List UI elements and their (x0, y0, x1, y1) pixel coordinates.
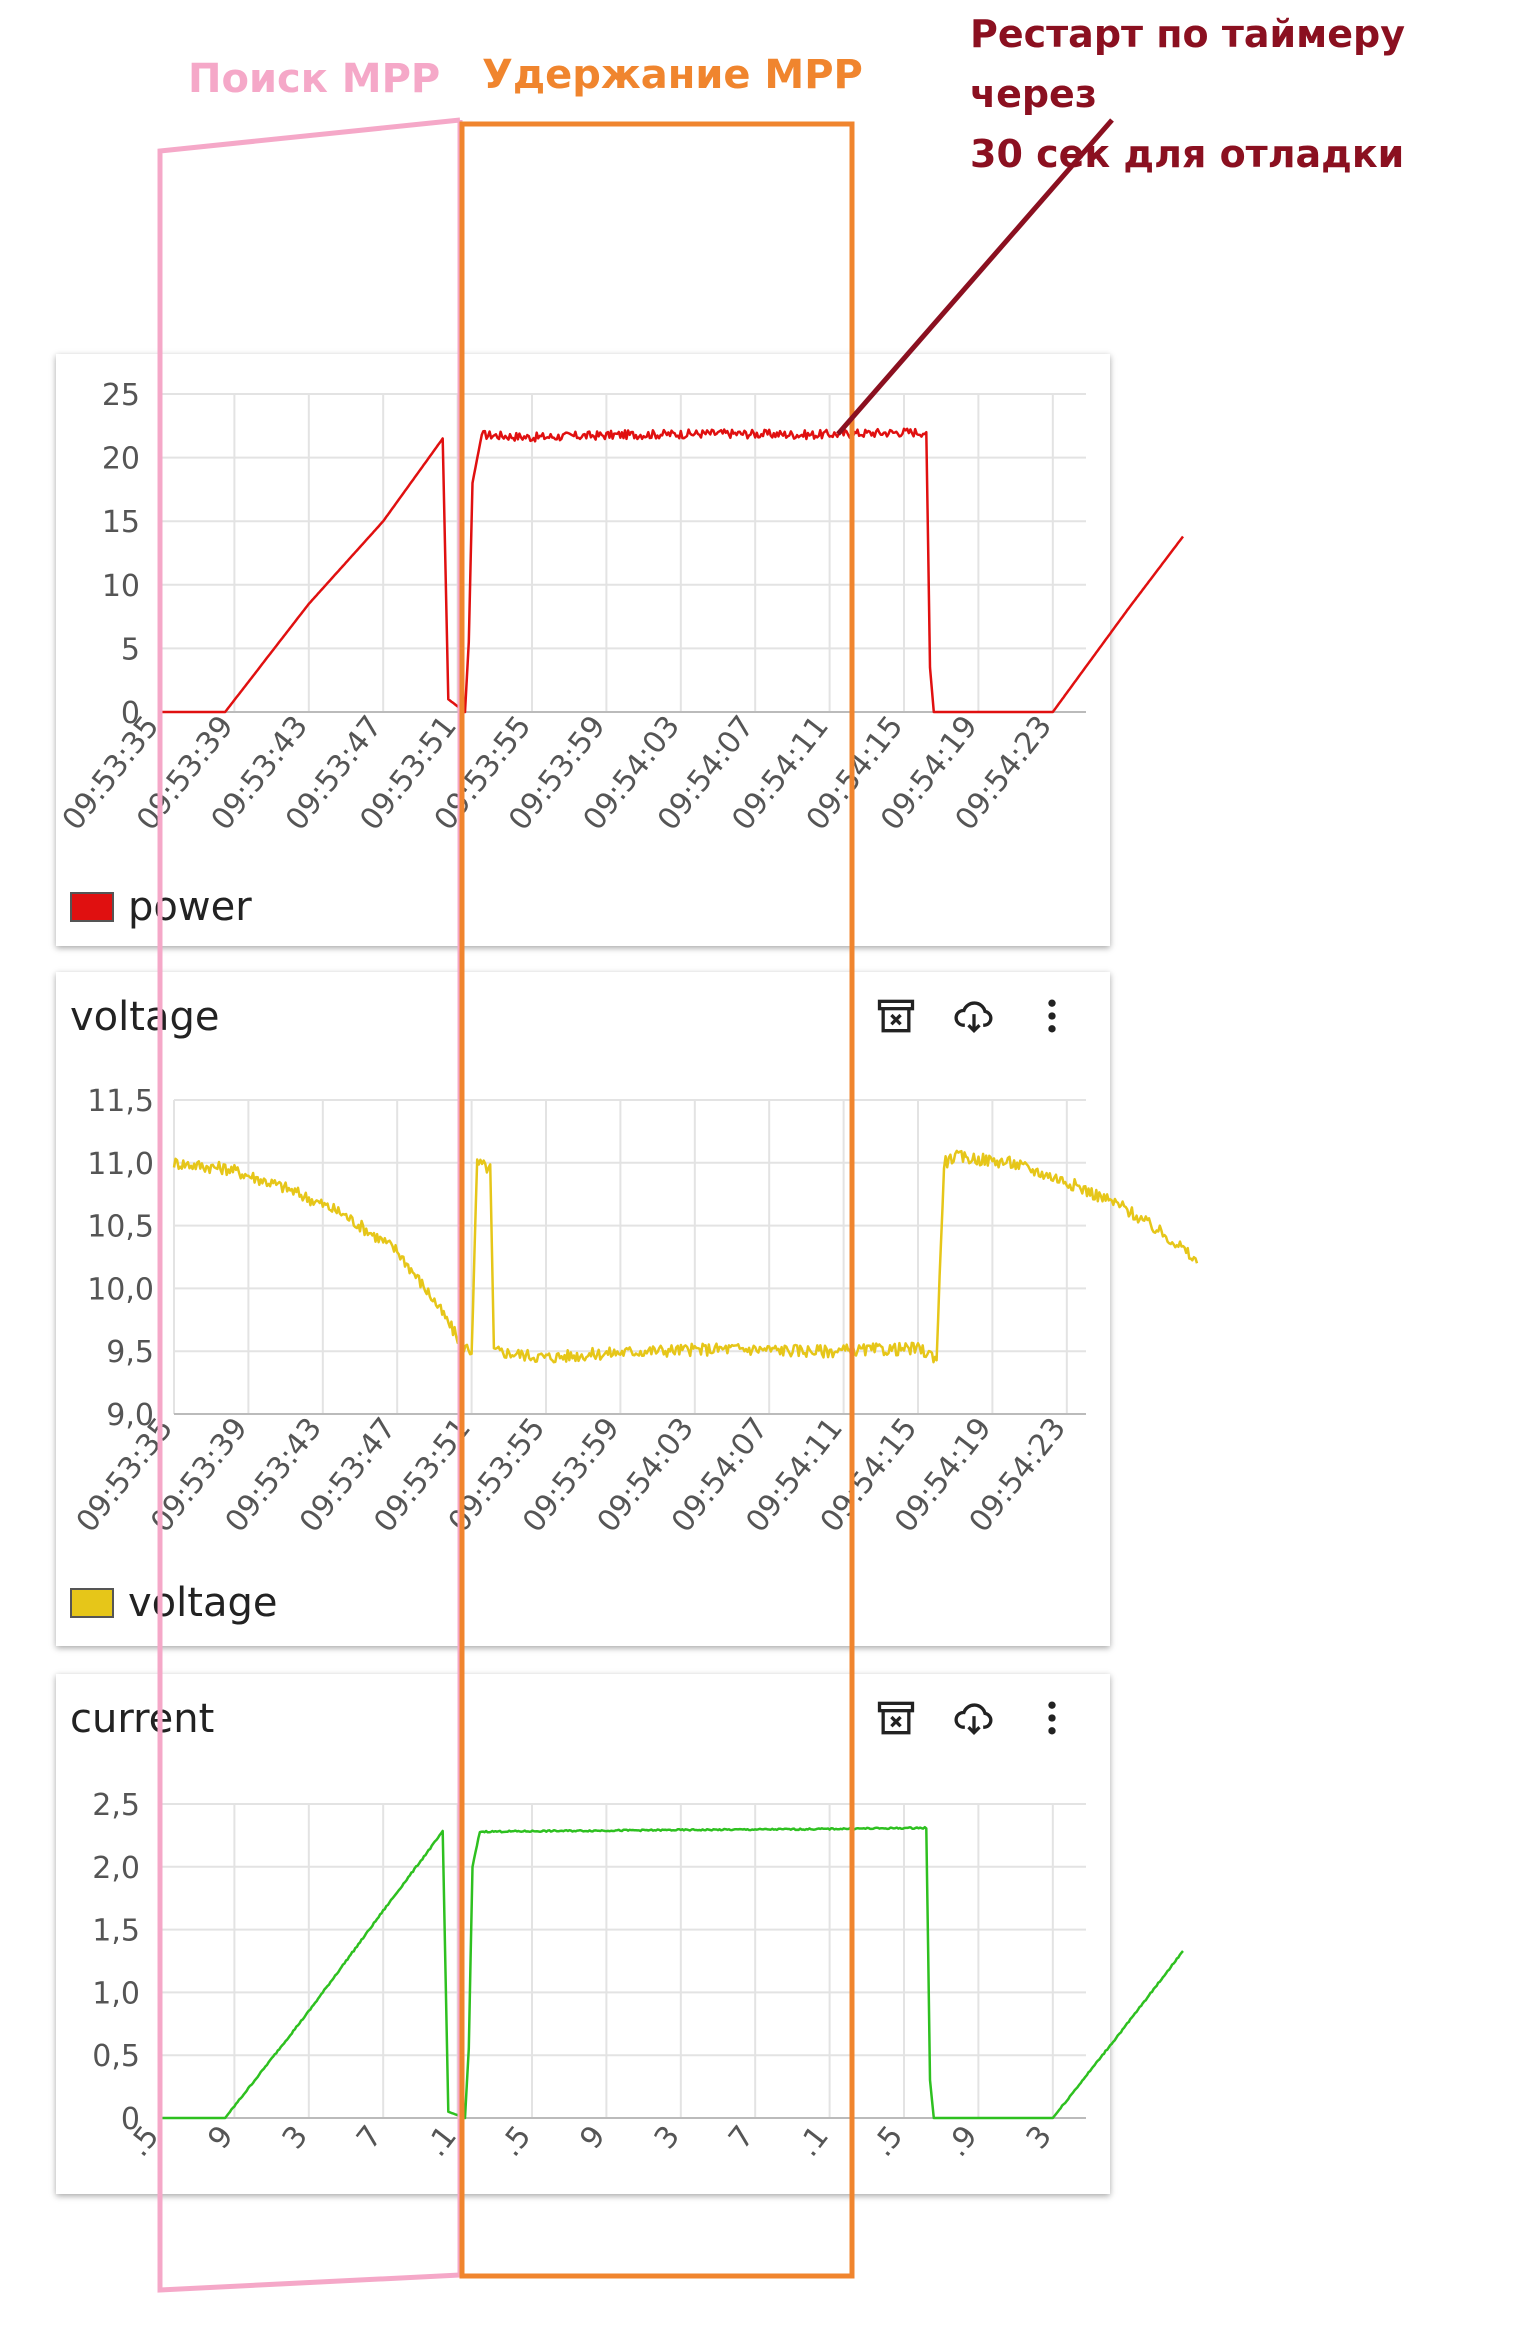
current-x-tick-label: 9 (201, 2119, 240, 2156)
current-x-tick-label: .9 (940, 2119, 985, 2163)
power-y-tick-label: 10 (102, 569, 140, 604)
current-x-tick-label: 3 (276, 2119, 315, 2156)
current-series-line (160, 1825, 1184, 2120)
power-y-tick-label: 0 (121, 696, 140, 731)
archive-x-icon[interactable] (874, 994, 918, 1038)
power-y-tick-label: 5 (121, 632, 140, 667)
voltage-legend-label: voltage (128, 1580, 278, 1626)
power-y-tick-label: 20 (102, 442, 140, 477)
cloud-download-icon[interactable] (952, 994, 996, 1038)
voltage-grid (173, 1099, 1086, 1415)
power-chart-panel: 0 5 10 15 20 25 09:53:35 09:53:39 09:53:43 09:53:… (56, 354, 1184, 946)
current-x-tick-label: .5 (493, 2119, 538, 2163)
current-y-tick-label: 2,0 (92, 1851, 140, 1886)
power-grid (159, 393, 1086, 713)
power-legend-label: power (128, 884, 252, 930)
voltage-y-tick-label: 9,5 (106, 1335, 154, 1370)
current-chart: 00,51,01,52,02,5.5 9 3 7.1.5 9 3 7.1.5.9 3 (92, 1788, 1184, 2163)
current-y-tick-label: 1,5 (92, 1914, 140, 1949)
current-x-tick-label: .5 (865, 2119, 910, 2163)
voltage-legend[interactable]: voltage (70, 1580, 277, 1626)
current-x-tick-label: 7 (350, 2119, 389, 2156)
more-vertical-icon[interactable] (1030, 994, 1074, 1038)
power-y-tick-label: 25 (102, 378, 140, 413)
voltage-y-tick-label: 10,0 (87, 1272, 154, 1307)
voltage-chart: 9,09,510,010,511,011,509:53:3509:53:3909… (70, 1084, 1199, 1539)
search-mpp-label: Поиск MPP (188, 56, 441, 102)
current-x-tick-label: 7 (722, 2119, 761, 2156)
current-y-tick-label: 1,0 (92, 1976, 140, 2011)
power-chart: 051015202509:53:3509:53:3909:53:4309:53:… (56, 378, 1184, 837)
voltage-panel-toolbar (874, 994, 1074, 1038)
power-series-line (160, 427, 1184, 714)
restart-note-line2: 30 сек для отладки (970, 132, 1405, 176)
current-x-tick-label: .1 (791, 2119, 836, 2163)
restart-note: Рестарт по таймеру через 30 сек для отла… (970, 4, 1528, 184)
current-chart-panel: current 0 0,5 1,0 1,5 2,0 2,5.5 9 3 7.1.5 9 3 7.1.5… (56, 1674, 1184, 2194)
power-legend[interactable]: power (70, 884, 252, 930)
power-y-tick-label: 15 (102, 505, 140, 540)
power-legend-swatch (70, 892, 114, 922)
current-x-tick-label: .1 (419, 2119, 464, 2163)
voltage-series-line (172, 1149, 1199, 1364)
current-y-tick-label: 0,5 (92, 2039, 140, 2074)
voltage-y-tick-label: 9,0 (106, 1398, 154, 1433)
voltage-legend-swatch (70, 1588, 114, 1618)
archive-x-icon[interactable] (874, 1696, 918, 1740)
voltage-y-tick-label: 10,5 (87, 1210, 154, 1245)
current-x-tick-label: 3 (1020, 2119, 1059, 2156)
current-y-tick-label: 0 (121, 2102, 140, 2137)
current-y-tick-label: 2,5 (92, 1788, 140, 1823)
restart-note-line1: Рестарт по таймеру через (970, 12, 1405, 116)
cloud-download-icon[interactable] (952, 1696, 996, 1740)
hold-mpp-label: Удержание MPP (482, 52, 863, 98)
current-x-tick-label: 3 (648, 2119, 687, 2156)
current-grid (159, 1803, 1086, 2119)
voltage-y-tick-label: 11,0 (87, 1147, 154, 1182)
voltage-y-tick-label: 11,5 (87, 1084, 154, 1119)
voltage-chart-panel: voltage 9,0 9,5 10,0 10,5 11,0 11,5 09:53:35 09… (56, 972, 1199, 1646)
more-vertical-icon[interactable] (1030, 1696, 1074, 1740)
current-panel-toolbar (874, 1696, 1074, 1740)
current-x-tick-label: 9 (573, 2119, 612, 2156)
